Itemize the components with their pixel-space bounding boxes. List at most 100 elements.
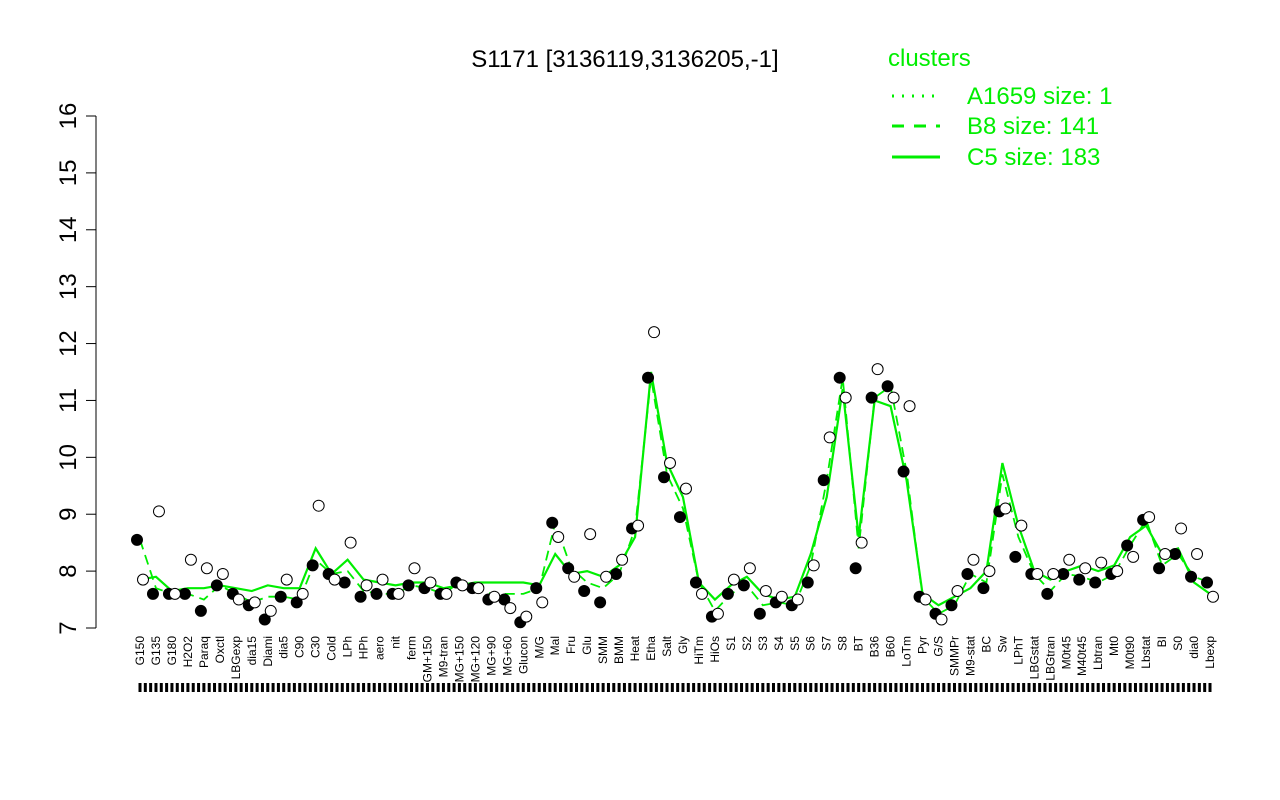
x-tick-label: Lbexp — [1203, 636, 1217, 669]
data-point-open — [280, 573, 293, 586]
data-point-filled — [833, 371, 846, 384]
x-tick-label: S0 — [1171, 636, 1185, 651]
data-point-open — [807, 559, 820, 572]
y-tick-label: 10 — [55, 444, 82, 471]
data-point-filled — [1041, 587, 1054, 600]
x-tick-label: Sw — [995, 636, 1009, 653]
data-point-open — [823, 431, 836, 444]
data-point-open — [584, 528, 597, 541]
y-tick-label: 13 — [55, 273, 82, 300]
x-tick-label: B36 — [868, 636, 882, 658]
data-point-filled — [178, 587, 191, 600]
data-point-open — [951, 585, 964, 598]
y-tick-label: 12 — [55, 330, 82, 357]
data-point-filled — [1169, 548, 1182, 561]
x-rug — [138, 683, 1212, 692]
data-point-filled — [530, 582, 543, 595]
data-point-open — [200, 562, 213, 575]
x-tick-label: M0t90 — [1123, 636, 1137, 670]
data-point-filled — [689, 576, 702, 589]
x-tick-label: aero — [373, 636, 387, 660]
x-tick-label: BC — [979, 636, 993, 653]
data-point-filled — [370, 587, 383, 600]
x-tick-label: Lbtran — [1091, 636, 1105, 670]
chart-title: S1171 [3136119,3136205,-1] — [471, 46, 778, 73]
y-tick-label: 16 — [55, 103, 82, 130]
x-tick-label: M9-stat — [963, 635, 977, 676]
data-point-open — [1111, 565, 1124, 578]
y-tick-label: 14 — [55, 216, 82, 243]
legend-label-a1659: A1659 size: 1 — [967, 83, 1112, 110]
y-tick-label: 9 — [55, 508, 82, 521]
data-point-open — [328, 573, 341, 586]
x-tick-label: G150 — [133, 636, 147, 666]
data-point-open — [1031, 567, 1044, 580]
x-tick-label: Pyr — [916, 636, 930, 654]
x-tick-label: dia5 — [277, 636, 291, 659]
data-point-open — [600, 570, 613, 583]
data-point-open — [568, 570, 581, 583]
data-point-filled — [338, 576, 351, 589]
data-point-filled — [274, 590, 287, 603]
data-point-filled — [1121, 539, 1134, 552]
data-point-open — [1079, 562, 1092, 575]
data-point-open — [137, 573, 149, 586]
x-tick-label: Heat — [628, 635, 642, 661]
data-point-open — [440, 587, 453, 600]
data-point-filled — [673, 511, 686, 524]
data-point-open — [344, 536, 357, 549]
data-point-open — [759, 585, 772, 598]
data-point-open — [664, 457, 677, 470]
data-point-open — [648, 326, 661, 339]
x-tick-label: C30 — [309, 636, 323, 658]
data-point-filled — [578, 585, 591, 598]
x-tick-label: S7 — [820, 636, 834, 651]
x-tick-label: HPh — [357, 636, 371, 659]
x-tick-label: MG+120 — [468, 636, 482, 683]
data-point-open — [871, 363, 884, 376]
data-point-filled — [721, 587, 734, 600]
x-tick-label: C90 — [293, 636, 307, 658]
data-point-filled — [817, 474, 830, 487]
data-point-filled — [881, 380, 894, 393]
data-point-filled — [594, 596, 607, 609]
points-layer — [131, 326, 1219, 629]
x-tick-label: HiTm — [692, 636, 706, 665]
data-point-filled — [865, 391, 878, 404]
legend-label-c5: C5 size: 183 — [967, 144, 1100, 171]
x-tick-label: G180 — [165, 636, 179, 666]
data-point-open — [1015, 519, 1028, 532]
legend: clusters A1659 size: 1 B8 size: 141 C5 s… — [888, 45, 1112, 171]
data-point-open — [312, 499, 325, 512]
x-tick-label: S5 — [788, 636, 802, 651]
data-point-open — [1191, 548, 1204, 561]
data-point-open — [839, 391, 852, 404]
x-tick-label: Paraq — [197, 636, 211, 668]
data-point-open — [616, 553, 629, 566]
data-point-open — [1127, 550, 1140, 563]
data-point-open — [216, 567, 229, 580]
data-point-open — [504, 602, 517, 615]
data-point-filled — [610, 567, 623, 580]
data-point-open — [999, 502, 1012, 515]
data-point-filled — [354, 590, 367, 603]
x-tick-label: SMM — [596, 636, 610, 664]
x-tick-label: SMMPr — [947, 636, 961, 676]
data-point-open — [456, 579, 469, 592]
data-point-open — [695, 587, 708, 600]
x-tick-label: BT — [852, 635, 866, 651]
y-tick-label: 8 — [55, 564, 82, 577]
data-point-filled — [402, 579, 415, 592]
x-tick-label: MG+60 — [500, 636, 514, 676]
x-tick-label: LBGstat — [1027, 635, 1041, 679]
data-point-open — [248, 596, 261, 609]
x-tick-label: S3 — [756, 636, 770, 651]
data-point-open — [1063, 553, 1076, 566]
x-tick-label: dia15 — [245, 636, 259, 666]
data-point-filled — [977, 582, 990, 595]
data-point-filled — [306, 559, 319, 572]
series-layer — [139, 371, 1211, 615]
x-tick-label: S1 — [724, 636, 738, 651]
data-point-open — [903, 400, 916, 413]
